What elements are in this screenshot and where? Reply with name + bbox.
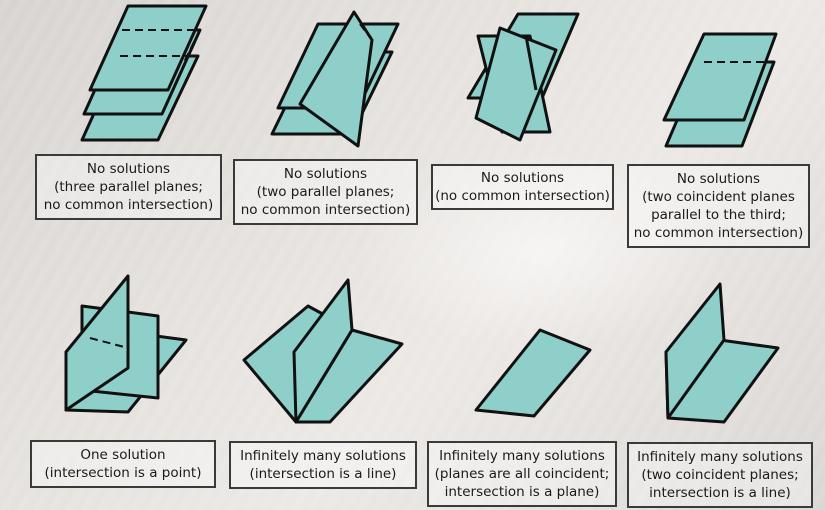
caption-two-parallel-planes: No solutions (two parallel planes; no co… bbox=[233, 159, 418, 225]
caption-two-coincident-parallel: No solutions (two coincident planes para… bbox=[627, 164, 810, 248]
caption-all-coincident: Infinitely many solutions (planes are al… bbox=[427, 441, 617, 507]
caption-line: parallel to the third; bbox=[651, 207, 786, 223]
caption-line: Infinitely many solutions bbox=[637, 449, 803, 465]
caption-line: (no common intersection) bbox=[435, 188, 610, 204]
caption-line: No solutions bbox=[676, 171, 761, 187]
caption-line: no common intersection) bbox=[240, 202, 411, 218]
caption-line: (intersection is a point) bbox=[44, 465, 202, 481]
caption-line: No solutions bbox=[86, 161, 171, 177]
figure-two-coincident-parallel bbox=[662, 32, 778, 148]
caption-line: (planes are all coincident; bbox=[434, 466, 610, 482]
caption-line: no common intersection) bbox=[633, 225, 804, 241]
caption-line: Infinitely many solutions bbox=[240, 448, 406, 464]
caption-two-coincident-line: Infinitely many solutions (two coinciden… bbox=[627, 442, 813, 508]
figure-all-coincident bbox=[474, 328, 592, 418]
caption-line: One solution bbox=[80, 447, 166, 463]
caption-no-common-intersection: No solutions (no common intersection) bbox=[431, 164, 614, 210]
figure-intersection-line bbox=[242, 278, 404, 424]
figure-no-common-intersection bbox=[466, 12, 580, 142]
caption-line: (intersection is a line) bbox=[249, 466, 397, 482]
figure-two-parallel-planes bbox=[270, 10, 400, 148]
figure-two-coincident-line bbox=[664, 282, 780, 424]
caption-line: intersection is a plane) bbox=[444, 484, 600, 500]
caption-intersection-point: One solution (intersection is a point) bbox=[30, 440, 216, 488]
caption-line: intersection is a line) bbox=[649, 485, 791, 501]
caption-line: (two coincident planes; bbox=[641, 467, 799, 483]
caption-line: (two parallel planes; bbox=[256, 184, 395, 200]
figure-three-parallel-planes bbox=[80, 4, 208, 142]
caption-line: No solutions bbox=[480, 170, 565, 186]
caption-line: No solutions bbox=[283, 166, 368, 182]
caption-line: (three parallel planes; bbox=[54, 179, 203, 195]
caption-three-parallel-planes: No solutions (three parallel planes; no … bbox=[35, 154, 222, 220]
caption-line: (two coincident planes bbox=[642, 189, 795, 205]
caption-line: no common intersection) bbox=[43, 197, 214, 213]
caption-intersection-line: Infinitely many solutions (intersection … bbox=[229, 441, 417, 489]
figure-intersection-point bbox=[64, 274, 188, 414]
caption-line: Infinitely many solutions bbox=[439, 448, 605, 464]
